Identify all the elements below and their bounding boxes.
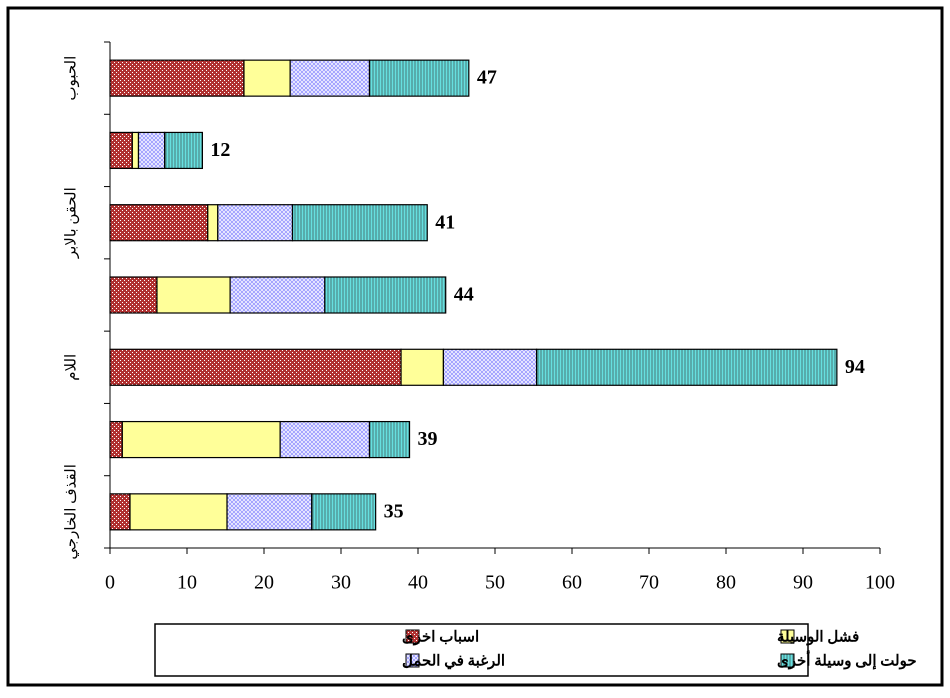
frame [6, 6, 944, 687]
x-tick-label: 60 [562, 572, 582, 594]
bar-segment [109, 276, 158, 314]
legend-swatch [405, 653, 420, 668]
total-label: 12 [210, 139, 230, 161]
y-tick-label: الحقن بالابر [63, 187, 79, 259]
bar-segment [129, 493, 228, 531]
bar-segment [109, 420, 123, 459]
total-label: 94 [845, 356, 865, 378]
bar-segment [400, 348, 445, 386]
x-tick-label: 20 [254, 572, 274, 594]
y-tick-label: الحبوب [63, 56, 79, 101]
bar-segment [131, 131, 140, 170]
bar-segment [229, 276, 326, 314]
legend-label: حولت إلى وسيلة أخرى [777, 649, 917, 669]
legend-label: فشل الوسيلة [777, 629, 859, 645]
legend-box [154, 623, 809, 677]
x-tick-label: 30 [331, 572, 351, 594]
bar-segment [109, 131, 133, 170]
bar-segment [368, 420, 411, 459]
legend-label: الرغبة في الحمل [402, 653, 505, 670]
bar-segment [217, 204, 294, 242]
x-tick-label: 50 [485, 572, 505, 594]
bar-segment [121, 420, 281, 459]
total-label: 41 [435, 211, 455, 233]
y-tick-label: القذف الخارجي [63, 464, 79, 560]
bar-segment [109, 348, 402, 386]
bar-segment [109, 493, 131, 531]
bar-segment [137, 131, 166, 170]
legend-label: اسباب اخرى [402, 629, 479, 645]
bar-segment [535, 348, 838, 386]
bar-segment [324, 276, 447, 314]
bar-segment [164, 131, 203, 170]
bar-segment [368, 59, 470, 97]
total-label: 47 [477, 67, 497, 89]
bar-segment [442, 348, 538, 386]
bar-segment [289, 59, 371, 97]
bar-segment [226, 493, 313, 531]
bar-segment [109, 59, 245, 97]
total-label: 44 [454, 284, 474, 306]
x-tick-label: 0 [105, 572, 115, 594]
bar-segment [311, 493, 377, 531]
x-tick-label: 100 [865, 572, 895, 594]
x-tick-label: 90 [793, 572, 813, 594]
total-label: 39 [418, 428, 438, 450]
x-tick-label: 80 [716, 572, 736, 594]
bar-segment [109, 204, 209, 242]
x-tick-label: 40 [408, 572, 428, 594]
legend-swatch [780, 629, 795, 644]
bar-segment [291, 204, 428, 242]
bar-segment [279, 420, 371, 459]
total-label: 35 [384, 500, 404, 522]
bar-segment [156, 276, 231, 314]
y-tick-label: اللام [63, 354, 79, 381]
x-tick-label: 10 [177, 572, 197, 594]
bar-segment [243, 59, 291, 97]
legend-swatch [780, 653, 795, 668]
legend-swatch [405, 629, 420, 644]
x-tick-label: 70 [639, 572, 659, 594]
bar-segment [207, 204, 219, 242]
